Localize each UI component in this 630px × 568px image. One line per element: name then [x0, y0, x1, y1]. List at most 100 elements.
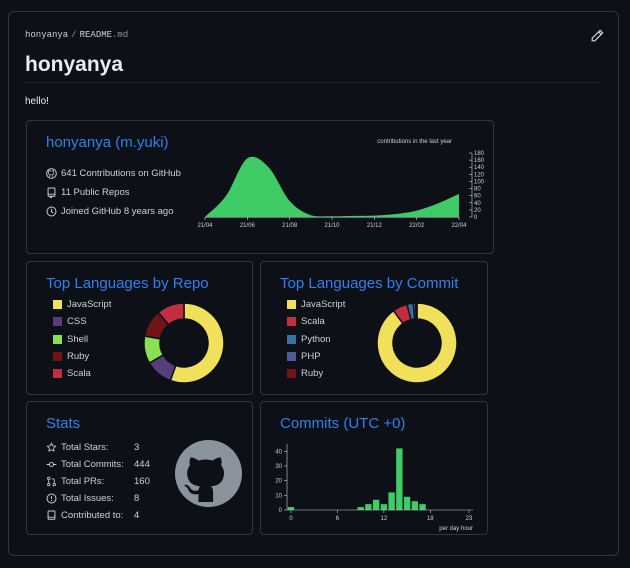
y-tick-label: 40	[275, 449, 282, 455]
commits-hour-chart: 0 10 20 30 40 0 6 12 18 23 per day hour	[275, 444, 473, 532]
y-tick-label: 180	[474, 151, 485, 157]
divider	[25, 82, 601, 83]
legend-item-python: Python	[287, 334, 331, 345]
stats-value-contributed: 4	[134, 510, 140, 521]
x-tick-label: 21/04	[197, 223, 213, 229]
hour-bar	[411, 501, 418, 510]
stats-label-text: Total Issues:	[61, 493, 114, 504]
x-tick-label: 12	[381, 516, 388, 522]
y-tick-label: 20	[474, 208, 481, 214]
donut-slice-javascript	[169, 302, 225, 384]
donut-slice-ruby	[414, 302, 418, 320]
chart-caption: contributions in the last year	[377, 139, 452, 145]
x-axis-label: per day hour	[439, 526, 473, 532]
legend-swatch	[287, 369, 296, 379]
lang-repo-title: Top Languages by Repo	[46, 275, 209, 292]
legend-item-ruby: Ruby	[53, 351, 89, 362]
repos-text: 11 Public Repos	[61, 187, 130, 198]
contributions-chart: contributions in the last year 21/04 21/06…	[197, 139, 485, 229]
repos-row: 11 Public Repos	[46, 187, 129, 198]
x-tick-label: 6	[336, 516, 340, 522]
x-tick-label: 21/10	[324, 223, 340, 229]
stats-label-text: Total PRs:	[61, 476, 105, 487]
breadcrumb-separator: /	[71, 30, 77, 40]
legend-label: Ruby	[67, 350, 90, 362]
stats-value-stars: 3	[134, 442, 140, 453]
donut-slice-scala	[157, 302, 185, 326]
legend-label: Ruby	[301, 368, 324, 380]
profile-card: honyanya (m.yuki) 641 Contributions on G…	[26, 120, 494, 254]
y-tick-label: 60	[474, 194, 481, 200]
contributions-area	[205, 156, 459, 217]
lang-repo-card: Top Languages by Repo JavaScript CSS Shell…	[26, 261, 253, 395]
stats-label-contributed: Contributed to:	[46, 510, 123, 521]
commit-icon	[46, 461, 57, 468]
hour-bar	[365, 504, 372, 510]
commits-title: Commits (UTC +0)	[280, 415, 406, 432]
star-icon	[46, 442, 57, 452]
legend-swatch	[53, 300, 62, 309]
y-tick-label: 10	[275, 493, 282, 499]
legend-item-php: PHP	[287, 351, 321, 362]
y-tick-label: 140	[474, 165, 485, 171]
stats-label-prs: Total PRs:	[46, 476, 104, 487]
legend-label: Scala	[67, 368, 91, 380]
hour-bar	[419, 504, 426, 510]
y-tick-label: 0	[474, 215, 478, 221]
greeting-text: hello!	[25, 96, 49, 107]
legend-swatch	[287, 351, 296, 361]
legend-swatch	[53, 369, 62, 379]
contributions-row: 641 Contributions on GitHub	[46, 168, 181, 179]
legend-swatch	[53, 334, 62, 344]
legend-item-css: CSS	[53, 316, 87, 327]
pencil-icon[interactable]	[590, 29, 604, 43]
legend-swatch	[287, 300, 296, 309]
y-tick-label: 40	[474, 201, 481, 207]
hour-bar	[357, 507, 364, 510]
x-tick-label: 0	[289, 516, 293, 522]
x-tick-label: 23	[466, 516, 473, 522]
clock-icon	[46, 206, 57, 217]
joined-row: Joined GitHub 8 years ago	[46, 206, 173, 217]
page-title: honyanya	[25, 53, 124, 76]
legend-item-scala: Scala	[53, 368, 91, 379]
y-tick-label: 100	[474, 179, 485, 185]
issue-icon	[46, 493, 57, 504]
contributions-text: 641 Contributions on GitHub	[61, 168, 181, 179]
y-tick-label: 120	[474, 172, 485, 178]
y-tick-label: 0	[279, 508, 283, 514]
breadcrumb-user[interactable]: honyanya	[25, 30, 69, 40]
legend-label: JavaScript	[67, 299, 112, 310]
x-tick-label: 21/06	[240, 223, 256, 229]
legend-label: JavaScript	[301, 299, 346, 310]
legend-label: CSS	[67, 316, 87, 328]
breadcrumb-file: README	[79, 30, 113, 40]
breadcrumb: honyanya / README.md	[25, 30, 128, 40]
legend-swatch	[53, 351, 62, 361]
x-tick-label: 22/02	[409, 223, 425, 229]
breadcrumb-ext: .md	[112, 30, 129, 40]
stats-value-commits: 444	[134, 459, 150, 470]
stats-value-prs: 160	[134, 476, 150, 487]
repo-icon	[47, 510, 56, 520]
pull-request-icon	[47, 476, 56, 487]
legend-swatch	[287, 317, 296, 327]
github-icon	[46, 168, 57, 179]
profile-card-title: honyanya (m.yuki)	[46, 134, 169, 151]
hour-bar	[372, 499, 380, 510]
readme-frame	[8, 11, 619, 556]
x-tick-label: 21/12	[367, 223, 383, 229]
hour-bar	[403, 496, 411, 510]
legend-item-ruby: Ruby	[287, 368, 323, 379]
stats-label-text: Total Commits:	[61, 459, 124, 470]
stats-card: Stats Total Stars: 3 Total Commits: 444 …	[26, 401, 253, 535]
donut-slice-javascript	[376, 302, 458, 384]
stats-value-issues: 8	[134, 493, 140, 504]
commits-card: Commits (UTC +0) 0 10 20 30 40 0 6 12 18 23 per da…	[260, 401, 488, 535]
stats-label-issues: Total Issues:	[46, 493, 114, 504]
hour-bar	[287, 507, 295, 510]
hour-bar	[380, 504, 388, 510]
legend-label: Shell	[67, 333, 89, 345]
lang-commit-card: Top Languages by Commit JavaScript Scala P…	[260, 261, 488, 395]
legend-label: Scala	[301, 316, 325, 328]
